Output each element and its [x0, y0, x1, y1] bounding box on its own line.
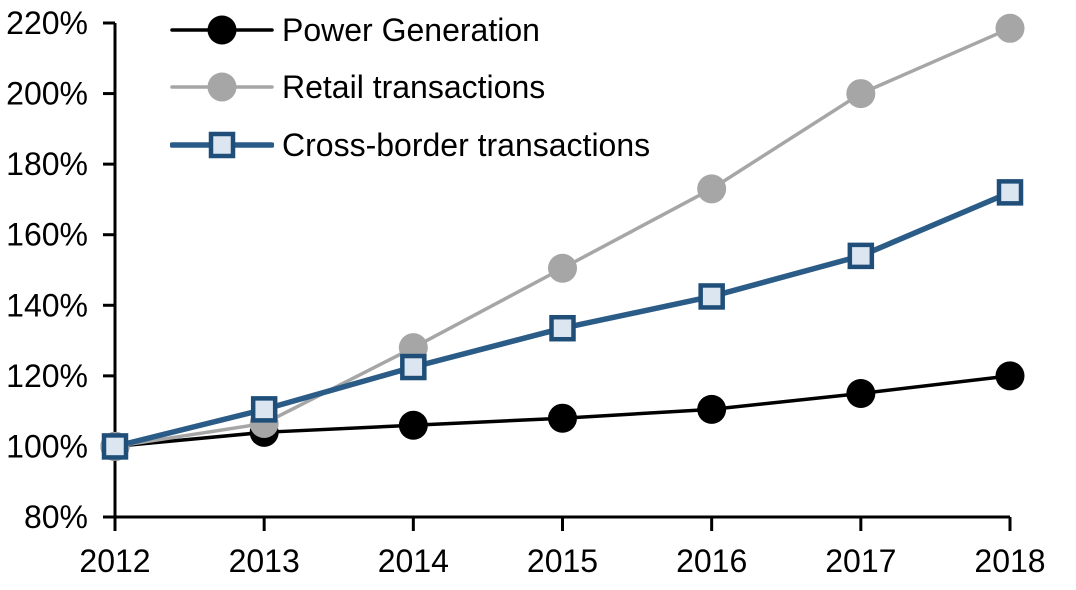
marker-power-generation-2015 [548, 403, 577, 433]
marker-retail-transactions-2015 [548, 253, 577, 283]
marker-power-generation-2017 [846, 379, 876, 408]
x-tick-label-2012: 2012 [79, 543, 150, 579]
legend-swatch-power-generation [170, 15, 274, 45]
marker-retail-transactions-2017 [846, 79, 876, 109]
legend-item-cross-border-transactions: Cross-border transactions [170, 127, 650, 163]
legend-label-cross-border-transactions: Cross-border transactions [282, 127, 651, 163]
y-tick-label-120-: 120% [6, 358, 88, 394]
x-tick-label-2017: 2017 [825, 543, 896, 579]
x-tick-label-2015: 2015 [527, 543, 598, 579]
legend-marker-cross-border-transactions [208, 131, 236, 159]
marker-power-generation-2014 [398, 410, 428, 440]
y-tick-label-160-: 160% [6, 217, 88, 253]
legend-marker-retail-transactions [207, 72, 237, 102]
marker-cross-border-transactions-2015 [549, 314, 576, 342]
legend-marker-power-generation [207, 15, 237, 45]
x-tick-label-2016: 2016 [676, 543, 747, 579]
marker-retail-transactions-2016 [697, 174, 727, 204]
marker-cross-border-transactions-2014 [400, 353, 427, 381]
marker-cross-border-transactions-2013 [250, 396, 278, 423]
marker-cross-border-transactions-2012 [101, 433, 129, 460]
marker-power-generation-2018 [995, 361, 1025, 391]
x-tick-label-2014: 2014 [378, 543, 449, 579]
y-tick-label-140-: 140% [6, 287, 88, 323]
legend-swatch-cross-border-transactions [170, 131, 274, 159]
legend-item-power-generation: Power Generation [170, 12, 540, 48]
marker-cross-border-transactions-2017 [847, 242, 875, 270]
marker-cross-border-transactions-2016 [698, 283, 725, 310]
marker-retail-transactions-2018 [995, 13, 1025, 43]
marker-power-generation-2016 [697, 394, 727, 424]
marker-cross-border-transactions-2018 [996, 179, 1024, 206]
legend-label-power-generation: Power Generation [282, 12, 540, 48]
legend-swatch-retail-transactions [170, 72, 274, 102]
x-tick-label-2013: 2013 [229, 543, 300, 579]
legend-label-retail-transactions: Retail transactions [282, 69, 546, 105]
y-tick-label-180-: 180% [6, 146, 88, 182]
legend-item-retail-transactions: Retail transactions [170, 69, 545, 105]
y-tick-label-80-: 80% [24, 499, 88, 535]
y-tick-label-200-: 200% [6, 76, 88, 112]
y-tick-label-220-: 220% [6, 5, 88, 41]
x-tick-label-2018: 2018 [974, 543, 1045, 579]
y-tick-label-100-: 100% [6, 428, 88, 464]
